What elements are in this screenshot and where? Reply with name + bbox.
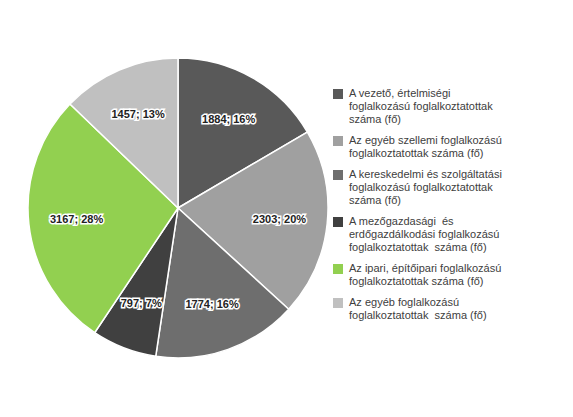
html-text:A vezető, értelmiségi foglalko: A vezető, értelmiségi foglalkozású fogla… (349, 86, 493, 125)
html-text:A mezőgazdasági és erdőgazdálk: A mezőgazdasági és erdőgazdálkodási fogl… (349, 214, 500, 253)
html-text:Az egyéb foglalkozású foglalko: Az egyéb foglalkozású foglalkoztatottak … (349, 295, 487, 321)
svg-text:3167; 28%: 3167; 28% (50, 213, 103, 225)
svg-text:1884; 16%: 1884; 16% (202, 113, 255, 125)
svg-text:1457; 13%: 1457; 13% (111, 108, 164, 120)
svg-text:2303; 20%: 2303; 20% (253, 213, 306, 225)
svg-text:1774; 16%: 1774; 16% (185, 298, 238, 310)
html-text:A kereskedelmi és szolgáltatás: A kereskedelmi és szolgáltatási foglalko… (349, 167, 502, 206)
svg-text:797; 7%: 797; 7% (121, 297, 162, 309)
html-text:Az ipari, építőipari foglalkoz: Az ipari, építőipari foglalkozású foglal… (349, 261, 502, 287)
html-text:Az egyéb szellemi foglalkozású: Az egyéb szellemi foglalkozású foglalkoz… (349, 133, 502, 159)
